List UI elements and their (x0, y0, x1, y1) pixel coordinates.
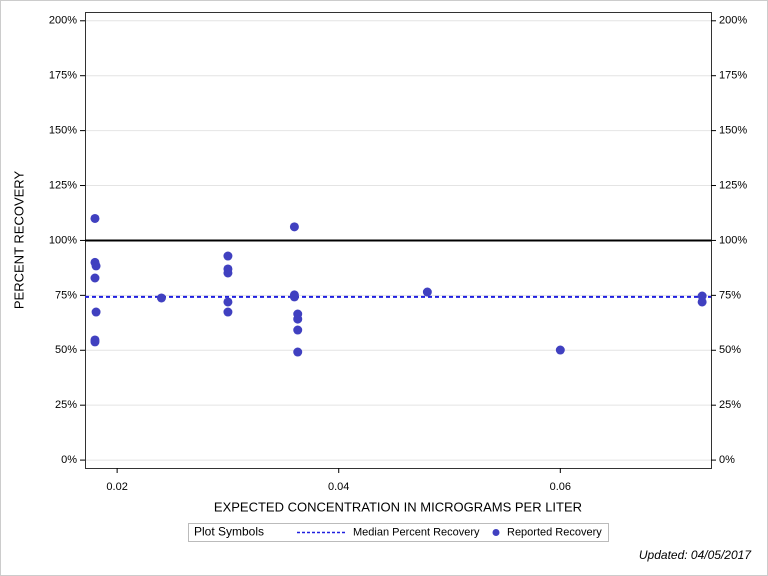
y-tick-label: 25% (55, 399, 77, 411)
y-axis-title: PERCENT RECOVERY (11, 171, 26, 310)
y-tick-label: 75% (55, 289, 77, 301)
point (90, 213, 100, 223)
x-axis-title: EXPECTED CONCENTRATION IN MICROGRAMS PER… (214, 499, 582, 514)
point (293, 314, 303, 324)
x-tick-label: 0.06 (550, 481, 571, 493)
point (156, 293, 166, 303)
point (289, 292, 299, 302)
y2-tick-label: 50% (719, 344, 741, 356)
y2-tick-label: 100% (719, 234, 747, 246)
y2-tick-label: 25% (719, 399, 741, 411)
point (90, 337, 100, 347)
y-tick-label: 50% (55, 344, 77, 356)
legend-label: Reported Recovery (507, 526, 602, 538)
footnote: Updated: 04/05/2017 (639, 548, 752, 562)
y-tick-label: 200% (49, 15, 77, 27)
point (293, 347, 303, 357)
y-tick-label: 125% (49, 179, 77, 191)
y2-tick-label: 200% (719, 15, 747, 27)
point (223, 297, 233, 307)
point (91, 307, 101, 317)
point (293, 325, 303, 335)
point (90, 273, 100, 283)
point (223, 268, 233, 278)
y-tick-label: 175% (49, 70, 77, 82)
legend-box (188, 523, 609, 542)
y2-tick-label: 150% (719, 125, 747, 137)
y-tick-label: 100% (49, 234, 77, 246)
x-tick-label: 0.02 (106, 481, 127, 493)
legend-swatch (492, 529, 500, 536)
y2-tick-label: 125% (719, 179, 747, 191)
y2-tick-label: 75% (719, 289, 741, 301)
y2-tick-label: 175% (719, 70, 747, 82)
point (555, 345, 565, 355)
legend-label: Median Percent Recovery (353, 526, 480, 538)
y-tick-label: 150% (49, 125, 77, 137)
point (223, 307, 233, 317)
x-tick-label: 0.04 (328, 481, 349, 493)
point (91, 261, 101, 271)
y2-tick-label: 0% (719, 454, 735, 466)
point (289, 222, 299, 232)
legend-title: Plot Symbols (194, 525, 264, 539)
point (697, 297, 707, 307)
point (422, 287, 432, 297)
point (223, 251, 233, 261)
y-tick-label: 0% (61, 454, 77, 466)
